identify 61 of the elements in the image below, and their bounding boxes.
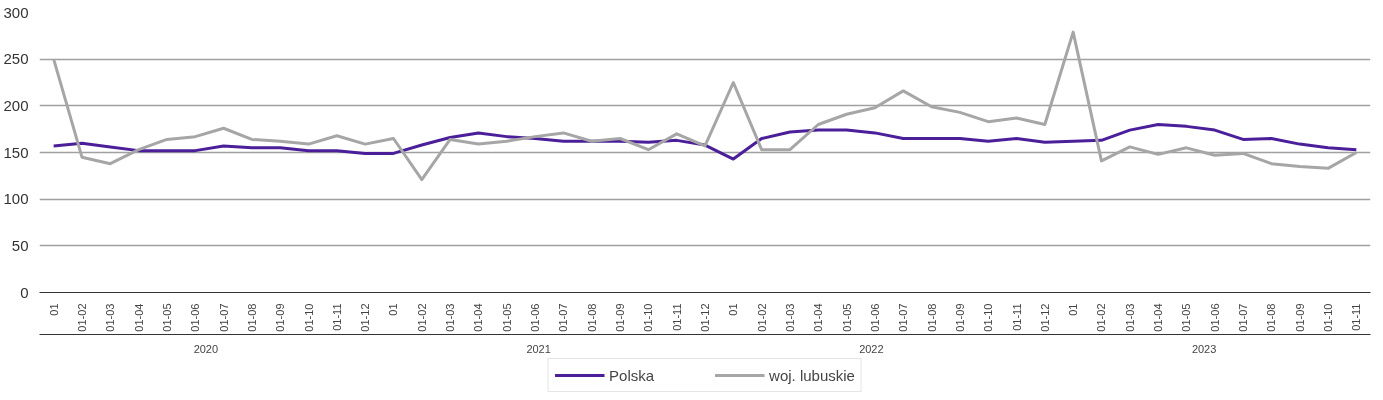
line-series bbox=[52, 123, 1358, 161]
y-tick-label: 200 bbox=[3, 96, 29, 114]
x-tick-label: 01-11 bbox=[670, 303, 683, 331]
x-tick-label: 01 bbox=[1067, 303, 1080, 316]
x-tick-label: 01-10 bbox=[1322, 303, 1335, 332]
x-tick-label: 01-09 bbox=[614, 303, 627, 332]
x-tick-label: 01-12 bbox=[699, 303, 711, 332]
x-tick-label: 01-07 bbox=[1237, 303, 1250, 332]
y-tick-label: 300 bbox=[3, 3, 29, 21]
x-tick-label: 01-04 bbox=[472, 303, 485, 332]
x-tick-label: 01-10 bbox=[642, 303, 655, 332]
x-tick-label: 01-03 bbox=[104, 303, 117, 332]
y-tick-label: 250 bbox=[3, 50, 29, 68]
x-tick-label: 01-07 bbox=[897, 303, 910, 332]
x-tick-label: 01-04 bbox=[812, 303, 825, 332]
text: 2020 bbox=[193, 342, 219, 355]
x-tick-label: 01-04 bbox=[132, 303, 145, 332]
x-tick-label: 01-10 bbox=[982, 303, 995, 332]
x-tick-label: 01-03 bbox=[1123, 303, 1136, 332]
x-tick-label: 01-11 bbox=[1010, 303, 1023, 331]
y-tick-label: 0 bbox=[20, 283, 29, 301]
x-tick-label: 01-12 bbox=[1038, 303, 1051, 332]
x-tick-label: 01-05 bbox=[840, 303, 853, 332]
x-tick-label: 01-02 bbox=[755, 303, 768, 332]
x-tick-label: 01-08 bbox=[1265, 303, 1278, 332]
x-tick-label: 01-02 bbox=[415, 303, 428, 332]
x-tick-label: 01-02 bbox=[75, 303, 88, 332]
x-tick-label: 01-08 bbox=[925, 303, 938, 332]
text: 2021 bbox=[526, 342, 551, 355]
text: 2022 bbox=[859, 342, 884, 355]
x-tick-label: 01-05 bbox=[500, 303, 513, 332]
x-tick-label: 01-05 bbox=[1180, 303, 1193, 332]
x-tick-label: 01 bbox=[47, 303, 60, 316]
x-tick-label: 01-07 bbox=[557, 303, 570, 332]
x-tick-label: 01-11 bbox=[330, 303, 343, 331]
legend-label: woj. lubuskie bbox=[769, 366, 855, 384]
y-tick-label: 100 bbox=[3, 190, 29, 208]
x-tick-label: 01-08 bbox=[585, 303, 598, 332]
x-tick-label: 01-05 bbox=[160, 303, 173, 332]
y-tick-label: 150 bbox=[3, 143, 29, 161]
x-tick-label: 01-06 bbox=[868, 303, 881, 332]
y-tick-label: 50 bbox=[11, 236, 29, 254]
x-tick-label: 01-10 bbox=[302, 303, 315, 332]
x-tick-label: 01-03 bbox=[444, 303, 457, 332]
x-tick-label: 01-08 bbox=[245, 303, 258, 332]
x-tick-label: 01 bbox=[727, 303, 740, 316]
legend-label: Polska bbox=[609, 366, 655, 384]
x-tick-label: 01-09 bbox=[1293, 303, 1306, 332]
x-tick-label: 01-06 bbox=[189, 303, 202, 332]
x-tick-label: 01-12 bbox=[359, 303, 372, 332]
text: 2023 bbox=[1191, 342, 1217, 355]
x-tick-label: 01-09 bbox=[953, 303, 966, 332]
x-tick-label: 01-02 bbox=[1095, 303, 1108, 332]
x-tick-label: 01 bbox=[387, 303, 400, 316]
x-tick-label: 01-03 bbox=[783, 303, 796, 332]
x-tick-label: 01-06 bbox=[529, 303, 542, 332]
x-tick-label: 01-04 bbox=[1152, 303, 1165, 332]
x-tick-label: 01-07 bbox=[217, 303, 230, 332]
x-tick-label: 01-11 bbox=[1350, 303, 1363, 331]
x-tick-label: 01-09 bbox=[274, 303, 287, 332]
x-tick-label: 01-06 bbox=[1208, 303, 1221, 332]
